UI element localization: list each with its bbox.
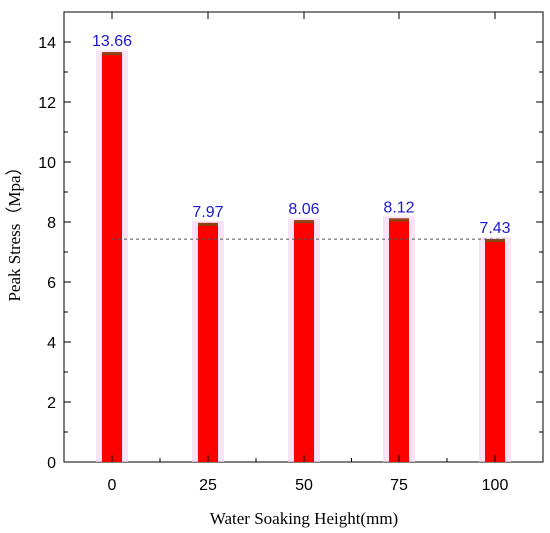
bar-value-label: 8.12 (383, 199, 414, 216)
bar-value-label: 7.97 (192, 204, 223, 221)
x-tick-label: 100 (482, 477, 509, 494)
y-tick-label: 2 (47, 395, 56, 412)
bar-top-edge (198, 222, 218, 226)
data-labels: 13.66 7.97 8.06 8.12 7.43 (92, 33, 511, 237)
y-axis-title: Peak Stress（Mpa） (5, 158, 24, 301)
bar-top-edge (294, 220, 314, 224)
y-tick-label: 4 (47, 335, 56, 352)
y-tick-label: 6 (47, 275, 56, 292)
y-tick-label: 0 (47, 455, 56, 472)
bar-value-label: 13.66 (92, 33, 132, 50)
y-tick-label: 8 (47, 215, 56, 232)
axes: 0 2 4 6 8 10 12 14 0 25 50 75 100 (38, 11, 543, 494)
x-tick-label: 0 (108, 477, 117, 494)
x-tick-label: 25 (199, 477, 217, 494)
bar-value-label: 7.43 (479, 220, 510, 237)
bars (96, 50, 511, 462)
y-tick-label: 14 (38, 35, 56, 52)
bar (102, 52, 122, 462)
x-axis-title: Water Soaking Height(mm) (210, 509, 398, 528)
bar-value-label: 8.06 (288, 201, 319, 218)
bar (389, 218, 409, 462)
y-tick-label: 10 (38, 155, 56, 172)
y-tick-label: 12 (38, 95, 56, 112)
x-tick-label: 75 (390, 477, 408, 494)
bar-top-edge (389, 218, 409, 222)
bar-top-edge (102, 52, 122, 56)
bar (198, 222, 218, 462)
x-tick-label: 50 (295, 477, 313, 494)
bar (485, 239, 505, 462)
bar (294, 220, 314, 462)
bar-top-edge (485, 239, 505, 243)
